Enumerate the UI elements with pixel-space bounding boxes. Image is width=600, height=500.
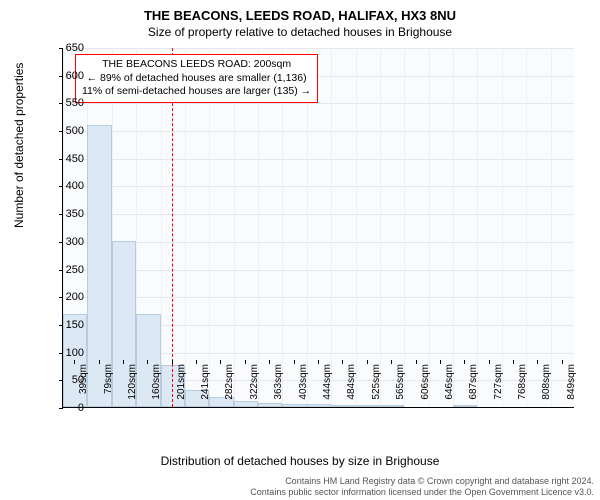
gridline-v [502, 48, 503, 407]
histogram-bar [380, 405, 404, 407]
xtick-label: 646sqm [444, 364, 455, 400]
chart-container: THE BEACONS LEEDS ROAD: 200sqm← 89% of d… [62, 48, 574, 408]
xtick-label: 444sqm [322, 364, 333, 400]
annotation-line: 11% of semi-detached houses are larger (… [82, 85, 311, 99]
gridline-h [63, 270, 574, 271]
xtick-mark [318, 360, 319, 364]
xtick-label: 849sqm [566, 364, 577, 400]
xtick-mark [367, 360, 368, 364]
histogram-bar [258, 403, 282, 407]
gridline-v [404, 48, 405, 407]
ytick-label: 250 [44, 264, 84, 276]
ytick-label: 500 [44, 125, 84, 137]
xtick-mark [464, 360, 465, 364]
footer-attribution: Contains HM Land Registry data © Crown c… [250, 476, 594, 498]
ytick-label: 300 [44, 236, 84, 248]
gridline-h [63, 242, 574, 243]
gridline-v [331, 48, 332, 407]
xtick-mark [294, 360, 295, 364]
ytick-label: 350 [44, 208, 84, 220]
gridline-v [477, 48, 478, 407]
ytick-label: 100 [44, 347, 84, 359]
xtick-mark [440, 360, 441, 364]
gridline-h [63, 214, 574, 215]
chart-title-main: THE BEACONS, LEEDS ROAD, HALIFAX, HX3 8N… [0, 0, 600, 23]
histogram-bar [234, 401, 258, 407]
xtick-label: 768sqm [517, 364, 528, 400]
y-axis-label: Number of detached properties [12, 63, 26, 228]
xtick-label: 160sqm [151, 364, 162, 400]
xtick-label: 120sqm [127, 364, 138, 400]
gridline-h [63, 131, 574, 132]
xtick-mark [220, 360, 221, 364]
gridline-v [453, 48, 454, 407]
xtick-mark [269, 360, 270, 364]
plot-area: THE BEACONS LEEDS ROAD: 200sqm← 89% of d… [62, 48, 574, 408]
xtick-mark [147, 360, 148, 364]
gridline-v [526, 48, 527, 407]
xtick-label: 322sqm [249, 364, 260, 400]
xtick-label: 403sqm [298, 364, 309, 400]
gridline-h [63, 297, 574, 298]
histogram-bar [356, 405, 380, 407]
xtick-mark [245, 360, 246, 364]
ytick-label: 0 [44, 402, 84, 414]
ytick-label: 150 [44, 319, 84, 331]
ytick-label: 550 [44, 97, 84, 109]
xtick-mark [172, 360, 173, 364]
annotation-line: ← 89% of detached houses are smaller (1,… [82, 72, 311, 86]
xtick-label: 282sqm [224, 364, 235, 400]
xtick-mark [342, 360, 343, 364]
x-axis-label: Distribution of detached houses by size … [0, 454, 600, 468]
xtick-label: 241sqm [200, 364, 211, 400]
gridline-h [63, 103, 574, 104]
xtick-mark [391, 360, 392, 364]
gridline-v [551, 48, 552, 407]
xtick-mark [513, 360, 514, 364]
xtick-mark [123, 360, 124, 364]
xtick-mark [99, 360, 100, 364]
xtick-mark [562, 360, 563, 364]
gridline-h [63, 186, 574, 187]
footer-line-1: Contains HM Land Registry data © Crown c… [250, 476, 594, 487]
xtick-label: 201sqm [176, 364, 187, 400]
ytick-label: 650 [44, 42, 84, 54]
gridline-v [356, 48, 357, 407]
ytick-label: 200 [44, 291, 84, 303]
xtick-label: 808sqm [541, 364, 552, 400]
xtick-mark [489, 360, 490, 364]
annotation-box: THE BEACONS LEEDS ROAD: 200sqm← 89% of d… [75, 54, 318, 103]
histogram-bar [453, 405, 477, 407]
gridline-v [380, 48, 381, 407]
ytick-label: 450 [44, 153, 84, 165]
xtick-label: 79sqm [103, 364, 114, 394]
gridline-v [429, 48, 430, 407]
xtick-label: 484sqm [346, 364, 357, 400]
xtick-label: 565sqm [395, 364, 406, 400]
xtick-label: 525sqm [371, 364, 382, 400]
xtick-label: 363sqm [273, 364, 284, 400]
xtick-label: 39sqm [78, 364, 89, 394]
xtick-mark [537, 360, 538, 364]
xtick-mark [196, 360, 197, 364]
ytick-label: 400 [44, 180, 84, 192]
chart-title-sub: Size of property relative to detached ho… [0, 23, 600, 39]
gridline-h [63, 159, 574, 160]
histogram-bar [307, 404, 331, 407]
histogram-bar [282, 404, 306, 407]
xtick-mark [74, 360, 75, 364]
xtick-label: 727sqm [493, 364, 504, 400]
histogram-bar [331, 405, 355, 407]
xtick-label: 606sqm [420, 364, 431, 400]
xtick-mark [416, 360, 417, 364]
footer-line-2: Contains public sector information licen… [250, 487, 594, 498]
xtick-label: 687sqm [468, 364, 479, 400]
gridline-h [63, 48, 574, 49]
ytick-label: 600 [44, 70, 84, 82]
annotation-line: THE BEACONS LEEDS ROAD: 200sqm [82, 58, 311, 72]
